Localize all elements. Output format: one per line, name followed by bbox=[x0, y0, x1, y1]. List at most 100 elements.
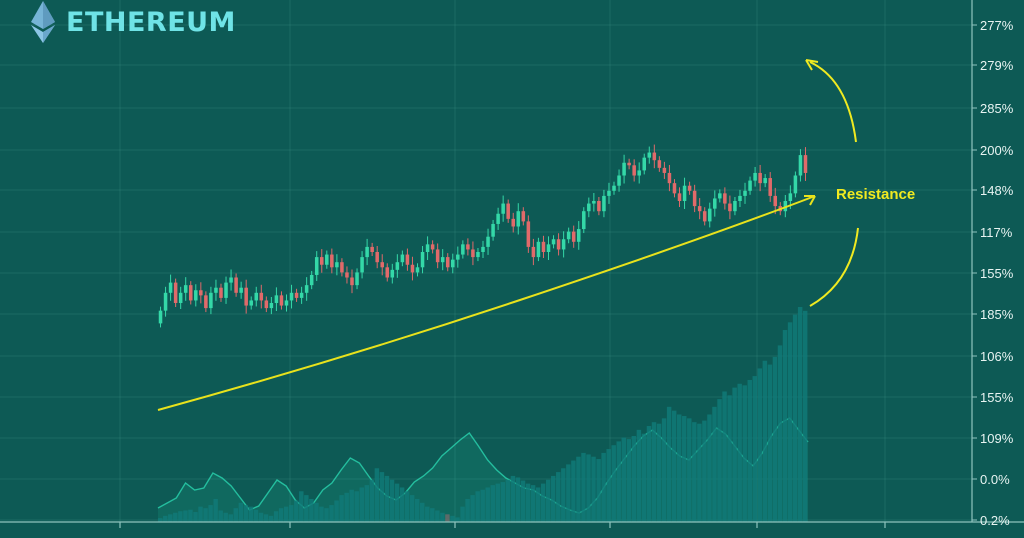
candle-body bbox=[607, 190, 611, 196]
volume-bar bbox=[747, 379, 752, 522]
y-axis-tick-label: 109% bbox=[980, 431, 1014, 446]
volume-bar bbox=[349, 489, 354, 522]
volume-bar bbox=[425, 506, 430, 522]
chart-annotations: Resistance bbox=[157, 59, 915, 411]
candle-body bbox=[511, 218, 515, 227]
volume-bar bbox=[273, 511, 279, 522]
candle-body bbox=[461, 244, 465, 255]
y-axis-tick-label: 155% bbox=[980, 390, 1014, 405]
volume-bar bbox=[626, 439, 632, 522]
volume-bar bbox=[420, 502, 425, 522]
candle-body bbox=[325, 254, 329, 265]
candle-body bbox=[319, 257, 324, 265]
candle-body bbox=[531, 246, 536, 258]
candle-body bbox=[576, 229, 581, 242]
candle-body bbox=[299, 292, 304, 298]
candle-body bbox=[637, 170, 641, 176]
y-axis-tick-label: 155% bbox=[980, 266, 1014, 281]
volume-bar bbox=[243, 505, 249, 522]
candle-body bbox=[254, 292, 259, 301]
candle-body bbox=[526, 221, 531, 247]
candle-body bbox=[466, 244, 470, 250]
candle-body bbox=[632, 165, 636, 176]
volume-bar bbox=[777, 345, 783, 522]
volume-bar bbox=[339, 495, 344, 522]
volume-bar bbox=[611, 445, 616, 522]
volume-bar bbox=[253, 509, 259, 522]
candle-body bbox=[188, 285, 193, 301]
candle-body bbox=[788, 193, 793, 201]
volume-bar bbox=[485, 487, 490, 522]
volume-bar bbox=[792, 314, 798, 522]
volume-bar bbox=[742, 385, 747, 522]
volume-bar bbox=[752, 376, 758, 522]
volume-bar bbox=[757, 368, 763, 522]
candle-body bbox=[335, 262, 339, 268]
candle-body bbox=[279, 295, 284, 306]
candle-body bbox=[264, 300, 269, 309]
y-axis-tick-label: 0.2% bbox=[980, 513, 1010, 528]
candle-body bbox=[677, 193, 682, 201]
candle-body bbox=[380, 262, 384, 268]
candle-body bbox=[763, 178, 767, 184]
candle-body bbox=[496, 213, 500, 224]
volume-bar bbox=[228, 514, 233, 522]
candle-body bbox=[224, 282, 228, 298]
volume-bar bbox=[278, 508, 284, 522]
candle-body bbox=[420, 252, 425, 268]
volume-bar bbox=[601, 452, 606, 522]
candle-body bbox=[239, 287, 243, 293]
volume-bar bbox=[495, 483, 501, 522]
volume-bar bbox=[566, 464, 571, 522]
volume-bar bbox=[480, 489, 485, 522]
candle-body bbox=[587, 203, 591, 212]
volume-bar bbox=[571, 460, 576, 522]
candle-body bbox=[597, 201, 601, 212]
volume-bar bbox=[500, 482, 506, 522]
volume-bar bbox=[616, 441, 621, 522]
volume-bar bbox=[158, 518, 163, 522]
volume-bar bbox=[687, 418, 692, 522]
candle-body bbox=[229, 277, 233, 283]
candle-body bbox=[723, 193, 727, 204]
volume-bar bbox=[374, 468, 380, 522]
candle-body bbox=[662, 167, 667, 173]
volume-bar bbox=[354, 491, 359, 522]
volume-bar bbox=[707, 414, 712, 522]
candle-body bbox=[360, 257, 364, 273]
volume-bar bbox=[606, 449, 611, 522]
candle-body bbox=[798, 155, 803, 176]
candle-body bbox=[158, 310, 163, 324]
candle-body bbox=[425, 244, 430, 252]
candle-body bbox=[209, 292, 213, 309]
y-axis-tick-label: 277% bbox=[980, 18, 1014, 33]
candle-body bbox=[571, 231, 576, 242]
candle-body bbox=[657, 160, 662, 168]
volume-bar bbox=[445, 514, 450, 522]
candle-body bbox=[783, 201, 788, 212]
candle-body bbox=[330, 254, 334, 268]
candle-body bbox=[556, 239, 561, 250]
volume-bar bbox=[692, 422, 697, 522]
candle-body bbox=[183, 285, 188, 293]
volume-bar bbox=[283, 506, 289, 522]
volume-bar bbox=[762, 360, 768, 522]
volume-bar bbox=[510, 475, 516, 522]
candle-body bbox=[284, 300, 289, 306]
candle-body bbox=[456, 254, 460, 260]
volume-bar bbox=[450, 515, 455, 522]
candle-body bbox=[350, 277, 354, 286]
volume-bar bbox=[455, 517, 460, 522]
candle-body bbox=[370, 246, 374, 252]
volume-bar bbox=[198, 506, 203, 522]
volume-bar bbox=[671, 410, 677, 522]
candle-body bbox=[345, 272, 349, 278]
volume-bar bbox=[576, 456, 581, 522]
volume-bar bbox=[304, 495, 309, 522]
candle-body bbox=[713, 198, 717, 209]
volume-series bbox=[158, 307, 808, 522]
volume-bar bbox=[399, 487, 405, 522]
candle-body bbox=[234, 277, 238, 293]
